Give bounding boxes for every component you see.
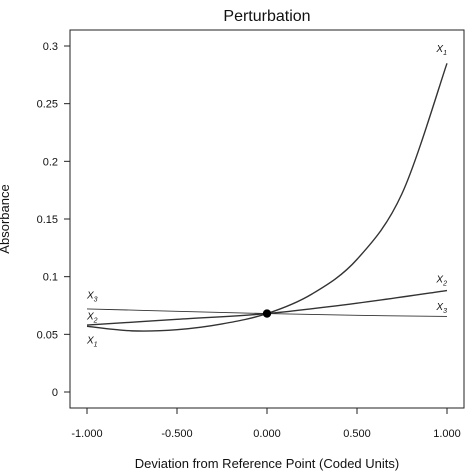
- chart-title: Perturbation: [223, 8, 310, 25]
- x-axis: -1.000 -0.500 0.000 0.500 1.000: [71, 408, 461, 440]
- x-tick-label: 1.000: [433, 428, 461, 440]
- series-label-x2: X2: [86, 311, 98, 324]
- y-tick-label: 0.15: [37, 214, 58, 226]
- y-tick-label: 0.05: [37, 329, 58, 341]
- series-curves: [86, 63, 448, 332]
- series-line-x1: [86, 63, 448, 332]
- series-label-base: X: [86, 336, 94, 347]
- y-tick-label: 0: [52, 387, 58, 399]
- series-label-base: X: [435, 274, 443, 285]
- y-tick-label: 0.25: [37, 99, 58, 111]
- y-axis-label: Absorbance: [0, 184, 12, 253]
- series-label-subscript: 1: [94, 342, 98, 349]
- plot-frame: [69, 29, 465, 409]
- x-tick-label: 0.000: [253, 428, 281, 440]
- series-label-base: X: [86, 291, 94, 302]
- series-label-subscript: 2: [93, 317, 98, 324]
- series-label-x3: X3: [435, 302, 447, 315]
- series-label-base: X: [435, 44, 443, 55]
- series-line-x2: [86, 289, 448, 326]
- y-axis: 0 0.05 0.1 0.15 0.2 0.25 0.3: [37, 41, 70, 399]
- x-tick-label: 0.500: [343, 428, 371, 440]
- series-label-x3: X3: [86, 291, 98, 304]
- series-label-subscript: 3: [443, 308, 447, 315]
- series-label-x1: X1: [86, 336, 98, 349]
- y-tick-label: 0.1: [43, 272, 58, 284]
- y-tick-label: 0.2: [43, 156, 58, 168]
- series-label-x1: X1: [435, 44, 447, 57]
- x-tick-label: -0.500: [161, 428, 192, 440]
- series-label-subscript: 1: [443, 50, 447, 57]
- x-tick-label: -1.000: [71, 428, 102, 440]
- series-label-base: X: [435, 302, 443, 313]
- series-label-subscript: 2: [442, 280, 447, 287]
- reference-point-marker: [262, 309, 272, 318]
- x-axis-label: Deviation from Reference Point (Coded Un…: [135, 456, 399, 471]
- series-label-base: X: [86, 311, 94, 322]
- series-label-subscript: 3: [94, 297, 98, 304]
- series-label-x2: X2: [435, 274, 447, 287]
- y-tick-label: 0.3: [43, 41, 58, 53]
